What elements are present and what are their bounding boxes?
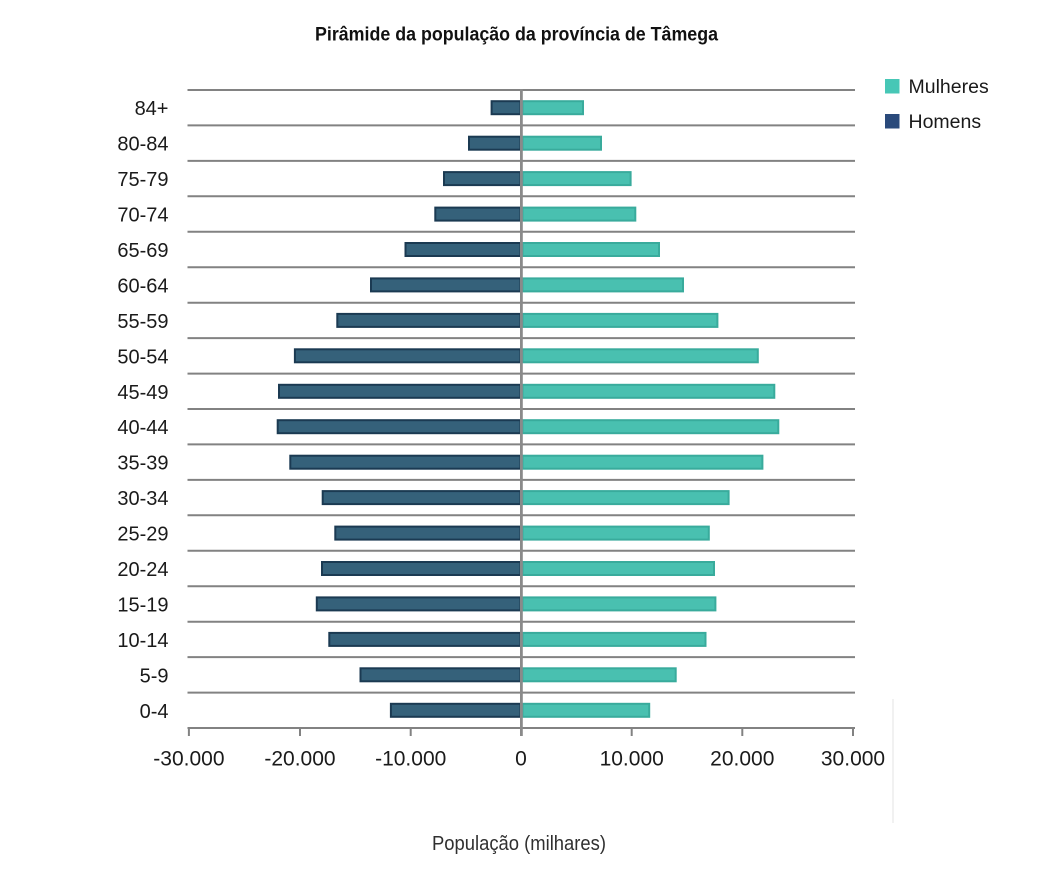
svg-text:80-84: 80-84 [117, 134, 168, 156]
svg-text:10-14: 10-14 [117, 630, 168, 652]
svg-text:75-79: 75-79 [117, 169, 168, 191]
svg-text:84+: 84+ [135, 98, 169, 120]
svg-text:70-74: 70-74 [117, 205, 168, 227]
svg-text:15-19: 15-19 [117, 594, 168, 616]
svg-text:50-54: 50-54 [117, 346, 168, 368]
svg-text:População (milhares): População (milhares) [432, 833, 606, 855]
svg-text:45-49: 45-49 [117, 382, 168, 404]
svg-text:25-29: 25-29 [117, 524, 168, 546]
svg-text:Pirâmide da população da proví: Pirâmide da população da província de Tâ… [315, 25, 718, 46]
svg-text:Mulheres: Mulheres [909, 76, 989, 98]
svg-text:35-39: 35-39 [117, 453, 168, 475]
svg-text:0: 0 [515, 747, 527, 770]
svg-text:55-59: 55-59 [117, 311, 168, 333]
svg-text:-30.000: -30.000 [153, 747, 224, 770]
svg-text:30-34: 30-34 [117, 488, 168, 510]
svg-text:Homens: Homens [909, 111, 982, 133]
svg-text:10.000: 10.000 [600, 747, 664, 770]
svg-text:65-69: 65-69 [117, 240, 168, 262]
svg-text:0-4: 0-4 [140, 701, 169, 723]
svg-text:-20.000: -20.000 [264, 747, 335, 770]
svg-text:-10.000: -10.000 [375, 747, 446, 770]
svg-text:30.000: 30.000 [821, 747, 885, 770]
svg-text:20-24: 20-24 [117, 559, 168, 581]
svg-text:20.000: 20.000 [710, 747, 774, 770]
svg-text:5-9: 5-9 [140, 665, 169, 687]
svg-text:60-64: 60-64 [117, 275, 168, 297]
svg-text:40-44: 40-44 [117, 417, 168, 439]
